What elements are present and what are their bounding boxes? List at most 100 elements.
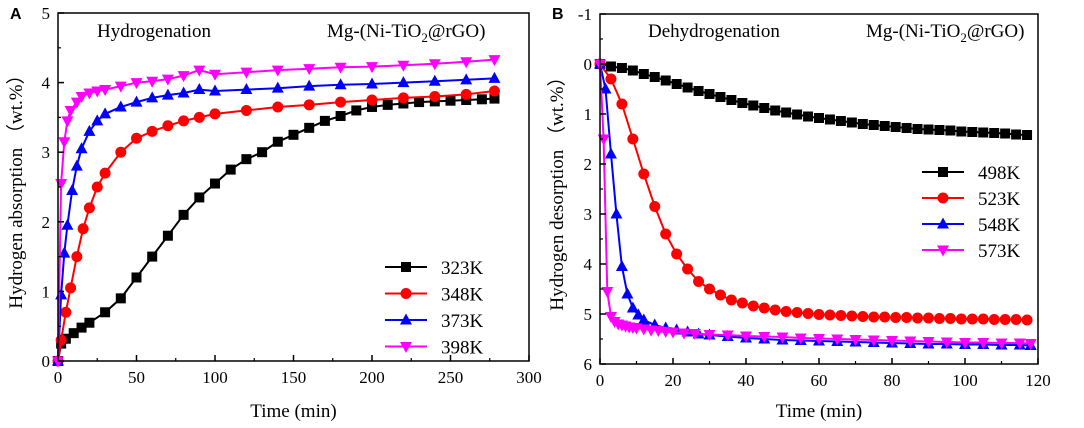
data-point [303,79,316,91]
data-point [91,86,104,98]
y-tick-label: 6 [584,355,593,374]
data-point [193,65,206,77]
legend: 323K 348K 373K 398K [385,258,484,359]
material-subscript: 2 [421,30,428,45]
data-point [725,294,737,306]
y-axis: 0 1 2 3 4 5 [42,4,64,371]
x-tick-label: 80 [884,371,901,390]
data-point [604,147,617,159]
data-point [272,101,284,113]
data-point [58,246,71,258]
material-base: Mg-(Ni-TiO [866,21,960,42]
material-label: Mg-(Ni-TiO2@rGO) [327,21,485,45]
legend-label: 548K [978,215,1021,236]
data-point [792,109,803,120]
data-point [904,336,917,348]
data-point [923,124,934,135]
data-point [114,100,127,112]
x-tick-label: 100 [202,368,228,387]
data-point [177,71,190,83]
data-point [382,99,393,110]
data-point [68,328,79,339]
x-tick-label: 50 [128,368,145,387]
x-axis: 0 20 40 60 80 100 120 [596,358,1051,390]
data-point [131,132,142,144]
data-point [1010,314,1022,325]
data-point [922,337,935,348]
data-point [857,119,868,129]
data-point [682,82,693,93]
data-point [967,127,978,137]
data-point [83,202,95,214]
data-point [671,248,683,260]
legend: 498K 523K 548K 573K [922,163,1021,262]
data-point [225,164,236,175]
data-point [901,312,913,323]
data-point [130,95,143,107]
material-subscript: 2 [960,30,967,45]
data-point [193,83,206,95]
data-point [824,309,836,321]
data-point [1022,130,1033,140]
data-point [91,114,104,126]
data-point [868,120,879,130]
data-point [637,313,650,325]
data-point [638,69,649,79]
data-point [649,72,660,82]
data-point [714,289,726,301]
data-point [886,336,898,347]
data-point [923,312,934,324]
data-point [671,79,682,89]
data-point [693,276,705,287]
data-point [660,228,672,240]
data-point [146,76,159,88]
data-point [1024,339,1037,350]
data-point [84,317,95,328]
data-point [758,332,771,343]
data-point [912,312,924,324]
data-point [71,251,83,263]
data-point [940,337,953,349]
data-point [704,283,715,295]
data-point [115,293,126,304]
data-point [627,65,638,76]
data-point [721,330,734,342]
data-point [737,98,748,108]
data-point [868,311,880,323]
x-tick-label: 100 [952,371,978,390]
data-point [460,73,473,85]
data-point [835,310,847,321]
data-point [956,126,967,137]
data-point [177,86,190,98]
data-point [428,74,441,86]
data-point [776,332,789,344]
data-point [241,154,252,165]
legend-label: 323K [441,258,484,279]
data-point [209,69,221,81]
data-point [303,64,316,76]
data-point [66,183,79,195]
series-498K [595,59,1033,140]
data-point [397,60,410,72]
data-point [445,95,456,106]
data-point [615,260,628,271]
data-point [1021,314,1033,326]
data-point [601,287,614,298]
data-point [977,313,989,325]
data-point [83,124,96,136]
chart-title: Hydrogenation [97,21,211,42]
legend-marker [400,342,412,353]
data-point [161,74,174,86]
data-point [460,88,472,100]
y-tick-label: 1 [584,105,593,124]
data-point [161,88,174,100]
data-point [890,122,901,132]
legend-label: 523K [978,189,1021,210]
data-point [988,314,1000,325]
material-tail: @rGO) [428,21,486,42]
x-tick-label: 0 [596,371,605,390]
chart-panel-b: B 0 20 40 60 80 100 120 -1 0 1 2 3 4 5 6 Time (min) Hydro… [546,5,1051,422]
data-point [748,100,759,111]
data-point [955,313,967,325]
